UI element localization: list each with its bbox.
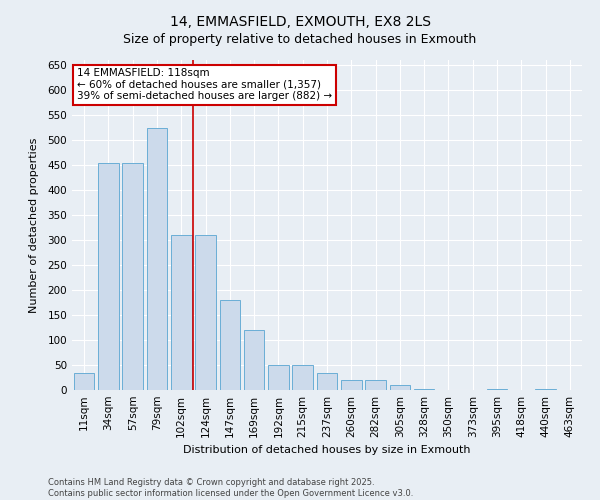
Bar: [220, 300, 240, 390]
Y-axis label: Number of detached properties: Number of detached properties: [29, 138, 39, 312]
Bar: [389, 385, 410, 390]
Text: 14 EMMASFIELD: 118sqm
← 60% of detached houses are smaller (1,357)
39% of semi-d: 14 EMMASFIELD: 118sqm ← 60% of detached …: [77, 68, 332, 102]
Bar: [98, 162, 119, 390]
Bar: [535, 389, 556, 390]
Bar: [146, 128, 167, 390]
Bar: [195, 235, 216, 390]
Text: 14, EMMASFIELD, EXMOUTH, EX8 2LS: 14, EMMASFIELD, EXMOUTH, EX8 2LS: [170, 15, 431, 29]
Bar: [74, 372, 94, 390]
Bar: [317, 372, 337, 390]
Bar: [365, 380, 386, 390]
Bar: [292, 365, 313, 390]
Bar: [341, 380, 362, 390]
Bar: [414, 389, 434, 390]
X-axis label: Distribution of detached houses by size in Exmouth: Distribution of detached houses by size …: [183, 446, 471, 456]
Bar: [244, 330, 265, 390]
Bar: [268, 365, 289, 390]
Bar: [122, 162, 143, 390]
Bar: [171, 235, 191, 390]
Bar: [487, 389, 508, 390]
Text: Contains HM Land Registry data © Crown copyright and database right 2025.
Contai: Contains HM Land Registry data © Crown c…: [48, 478, 413, 498]
Text: Size of property relative to detached houses in Exmouth: Size of property relative to detached ho…: [124, 32, 476, 46]
